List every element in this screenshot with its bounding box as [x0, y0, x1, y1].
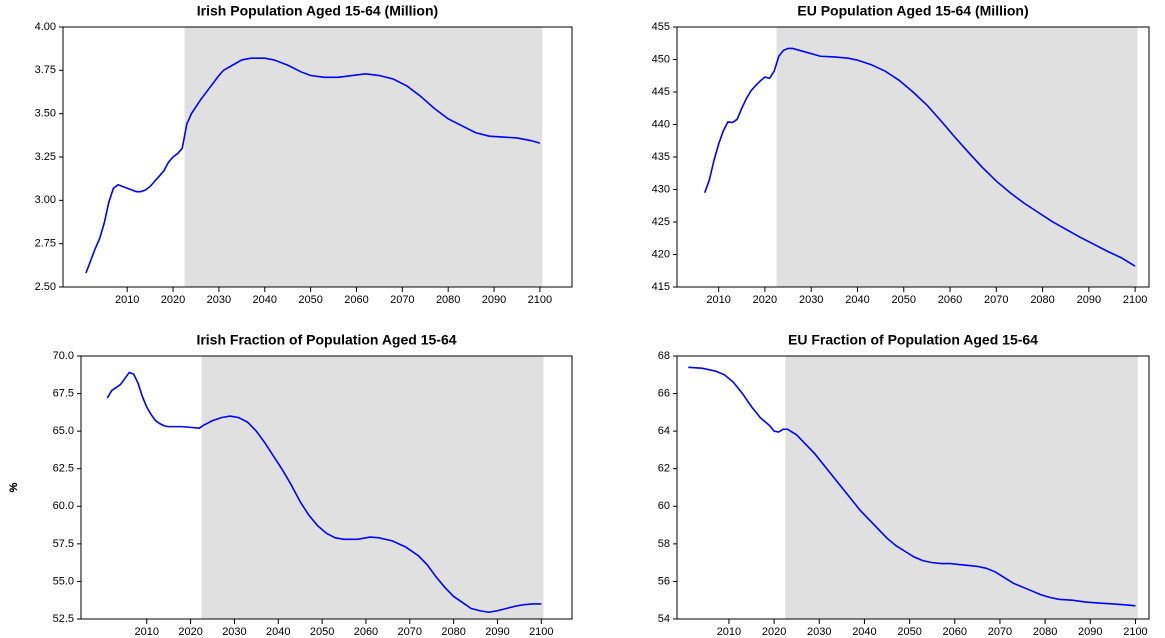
y-tick-label: 60	[658, 500, 670, 512]
x-tick-label: 2040	[845, 294, 869, 306]
y-tick-label: 3.75	[35, 64, 56, 76]
y-tick-label: 3.00	[35, 194, 56, 206]
x-tick-label: 2030	[807, 626, 831, 638]
plot-frame	[676, 355, 1150, 620]
x-tick-label: 2090	[485, 626, 509, 638]
y-tick-label: 54	[658, 613, 670, 625]
x-tick-label: 2020	[762, 626, 786, 638]
plot-frame	[80, 355, 573, 620]
y-tick-label: 56	[658, 575, 670, 587]
x-tick-label: 2050	[310, 626, 334, 638]
x-tick-label: 2030	[207, 294, 231, 306]
x-tick-label: 2060	[938, 294, 962, 306]
x-tick-label: 2100	[528, 294, 552, 306]
y-tick-label: 68	[658, 350, 670, 362]
y-tick-label: 57.5	[53, 538, 74, 550]
data-line	[85, 57, 541, 274]
y-tick-label: 425	[652, 216, 670, 228]
y-tick-label: 58	[658, 538, 670, 550]
y-tick-label: 450	[652, 53, 670, 65]
x-tick-label: 2080	[1033, 626, 1057, 638]
chart-title: EU Fraction of Population Aged 15-64	[788, 332, 1038, 348]
x-tick-label: 2090	[482, 294, 506, 306]
chart-title: EU Population Aged 15-64 (Million)	[797, 3, 1028, 19]
x-tick-label: 2020	[161, 294, 185, 306]
y-tick-label: 435	[652, 151, 670, 163]
y-tick-label: 65.0	[53, 425, 74, 437]
y-tick-label: 62	[658, 463, 670, 475]
y-tick-label: 415	[652, 281, 670, 293]
x-tick-label: 2070	[988, 626, 1012, 638]
x-tick-label: 2070	[398, 626, 422, 638]
y-tick-label: 420	[652, 248, 670, 260]
y-tick-label: 4.00	[35, 21, 56, 33]
x-tick-label: 2010	[706, 294, 730, 306]
y-tick-label: 3.25	[35, 151, 56, 163]
x-tick-label: 2080	[441, 626, 465, 638]
x-tick-label: 2040	[852, 626, 876, 638]
y-tick-label: 3.50	[35, 108, 56, 120]
x-tick-label: 2020	[753, 294, 777, 306]
y-tick-label: 64	[658, 425, 670, 437]
y-tick-label: 2.75	[35, 238, 56, 250]
projection-shade	[201, 356, 544, 619]
data-line	[688, 366, 1136, 607]
x-tick-label: 2060	[943, 626, 967, 638]
x-tick-label: 2080	[1030, 294, 1054, 306]
chart-title: Irish Population Aged 15-64 (Million)	[197, 3, 438, 19]
y-tick-label: 60.0	[53, 500, 74, 512]
x-tick-label: 2080	[436, 294, 460, 306]
y-tick-label: 70.0	[53, 350, 74, 362]
x-tick-label: 2020	[178, 626, 202, 638]
x-tick-label: 2010	[717, 626, 741, 638]
x-tick-label: 2100	[529, 626, 553, 638]
x-tick-label: 2050	[897, 626, 921, 638]
y-tick-label: 52.5	[53, 613, 74, 625]
x-tick-label: 2010	[135, 626, 159, 638]
x-tick-label: 2030	[222, 626, 246, 638]
x-tick-label: 2040	[253, 294, 277, 306]
data-line	[704, 47, 1136, 267]
y-tick-label: 55.0	[53, 575, 74, 587]
projection-shade	[776, 27, 1138, 287]
x-tick-label: 2030	[799, 294, 823, 306]
x-tick-label: 2040	[266, 626, 290, 638]
data-line	[106, 371, 542, 614]
x-tick-label: 2100	[1123, 294, 1147, 306]
chart-title: Irish Fraction of Population Aged 15-64	[196, 332, 456, 348]
y-tick-label: 440	[652, 118, 670, 130]
y-tick-label: 62.5	[53, 463, 74, 475]
x-tick-label: 2100	[1123, 626, 1147, 638]
y-tick-label: 455	[652, 21, 670, 33]
y-tick-label: 430	[652, 183, 670, 195]
projection-shade	[184, 27, 543, 287]
projection-shade	[785, 356, 1138, 619]
x-tick-label: 2060	[344, 294, 368, 306]
x-tick-label: 2010	[115, 294, 139, 306]
x-tick-label: 2050	[298, 294, 322, 306]
y-tick-label: 66	[658, 387, 670, 399]
x-tick-label: 2070	[390, 294, 414, 306]
y-axis-label: %	[8, 482, 20, 492]
x-tick-label: 2090	[1077, 294, 1101, 306]
y-tick-label: 2.50	[35, 281, 56, 293]
y-tick-label: 67.5	[53, 387, 74, 399]
x-tick-label: 2060	[354, 626, 378, 638]
x-tick-label: 2090	[1078, 626, 1102, 638]
x-tick-label: 2050	[892, 294, 916, 306]
x-tick-label: 2070	[984, 294, 1008, 306]
y-tick-label: 445	[652, 86, 670, 98]
y-axis-label: %	[8, 482, 20, 492]
